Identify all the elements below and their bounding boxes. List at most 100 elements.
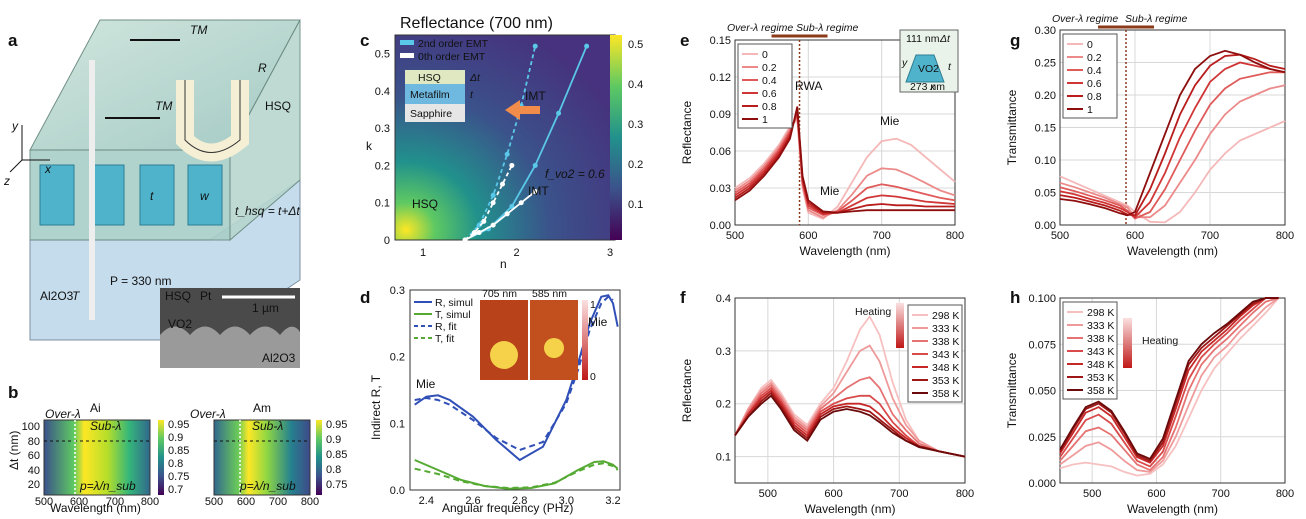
- e-frame: [734, 39, 956, 226]
- h-xtick: 500: [1083, 488, 1101, 500]
- h-heating-label: Heating: [1142, 335, 1178, 347]
- c-series-point: [462, 237, 468, 243]
- b-cbar2-tick: 0.8: [326, 464, 341, 476]
- f-xlabel: Wavelength (nm): [805, 502, 896, 516]
- h-xtick: 800: [1276, 488, 1294, 500]
- c-series-point: [490, 200, 496, 206]
- panel-label-c: c: [360, 31, 369, 50]
- g-xtick: 800: [1276, 230, 1294, 242]
- b-xticks: 500 600 700 800 500 600 700 800: [35, 496, 319, 508]
- b-xtick: 500: [35, 496, 53, 508]
- c-series-point: [509, 203, 515, 209]
- c-stack-metafilm-label: Metafilm: [410, 89, 450, 101]
- c-imt-arrow: [505, 100, 540, 120]
- c-yticks: 0 0.1 0.2 0.3 0.4 0.5: [375, 49, 390, 247]
- d-ytick: 0.3: [390, 285, 405, 297]
- g-legend-label: 0.8: [1087, 91, 1102, 103]
- h-ytick: 0.000: [1028, 478, 1056, 490]
- g-legend-label: 0.4: [1087, 65, 1102, 77]
- cbar-ai: [158, 420, 164, 495]
- c-ytick: 0.1: [375, 198, 390, 210]
- h-series-1: [1059, 297, 1280, 473]
- c-cbar-tick: 0.2: [628, 159, 643, 171]
- c-series-0: [464, 45, 537, 241]
- tm-label-top: TM: [190, 23, 207, 37]
- c-series-point: [504, 151, 510, 157]
- h-series-5: [1059, 297, 1279, 462]
- b-cbar1-tick: 0.85: [168, 445, 189, 457]
- e-inset-bottom: 273 nm: [910, 81, 945, 93]
- f-series-2: [734, 376, 966, 458]
- e-ytick: 0.06: [710, 146, 731, 158]
- e-series-5: [734, 106, 955, 214]
- f-legend-label: 348 K: [932, 362, 959, 374]
- e-legend-label: 0: [762, 49, 768, 61]
- g-series-1: [1059, 84, 1286, 219]
- c-series-point: [509, 162, 515, 168]
- panel-g: g 500 600 700 800 0.00 0.05 0.10 0.15 0.20 0.25 0.…: [1005, 13, 1294, 258]
- axis-z-arrow: [9, 159, 23, 173]
- d-xticks: 2.4 2.6 2.8 3.0 3.2: [419, 495, 621, 507]
- c-ylabel: k: [366, 139, 373, 153]
- b-cbar2-tick: 0.9: [326, 434, 341, 446]
- formula-am: p=λ/n_sub: [239, 479, 296, 493]
- b-cbar1-ticks: 0.950.90.850.80.750.7: [168, 419, 189, 496]
- b-ytick: 60: [28, 450, 40, 462]
- g-ytick: 0.10: [1035, 155, 1056, 167]
- panel-label-b: b: [8, 383, 18, 402]
- c-series-point: [532, 162, 538, 168]
- c-ytick: 0.4: [375, 86, 390, 98]
- d-xtick: 3.2: [605, 495, 620, 507]
- b-xtick: 700: [269, 496, 287, 508]
- d-field-cbar: [582, 300, 588, 380]
- d-hotspot-585: [544, 338, 564, 358]
- c-cbar-tick: 0.5: [628, 39, 643, 51]
- h-ytick: 0.050: [1028, 386, 1056, 398]
- d-mie-right: Mie: [588, 315, 608, 329]
- c-xtick: 3: [607, 247, 613, 259]
- b-ytick: 20: [28, 479, 40, 491]
- d-ytick: 0.1: [390, 418, 405, 430]
- h-ylabel: Transmittance: [1005, 352, 1019, 428]
- c-cbar-tick: 0.4: [628, 79, 643, 91]
- c-series: [462, 43, 590, 243]
- e-inset-vo2: VO2: [918, 63, 939, 75]
- d-cbar-bottom: 0: [590, 371, 596, 383]
- h-series-4: [1059, 297, 1279, 464]
- g-ytick: 0.30: [1035, 25, 1056, 37]
- g-legend-label: 1: [1087, 104, 1093, 116]
- panel-label-a: a: [8, 31, 18, 50]
- b-ytick: 80: [28, 436, 40, 448]
- b-xtick: 600: [70, 496, 88, 508]
- g-series-5: [1059, 49, 1286, 217]
- b-xtick: 600: [237, 496, 255, 508]
- panel-label-e: e: [680, 31, 689, 50]
- f-ytick: 0.2: [716, 399, 731, 411]
- c-legend-0th: 0th order EMT: [418, 51, 486, 63]
- g-xtick: 600: [1126, 230, 1144, 242]
- b-ytick: 100: [22, 421, 40, 433]
- h-series-3: [1059, 297, 1279, 468]
- f-legend-label: 343 K: [932, 349, 959, 361]
- e-over-regime: Over-λ regime: [727, 22, 793, 34]
- panel-a: a y x z TM TM R T P = 330 nm t_hsq = t+Δ…: [3, 19, 301, 368]
- g-frame: [1059, 29, 1286, 226]
- c-series-point: [476, 222, 482, 228]
- c-series-point: [476, 230, 482, 236]
- tm-label-left: TM: [155, 99, 172, 113]
- h-ytick: 0.100: [1028, 293, 1056, 305]
- b-cbar1-tick: 0.7: [168, 484, 183, 496]
- c-imt-lower: IMT: [528, 184, 549, 198]
- period-label: P = 330 nm: [110, 274, 172, 288]
- d-ytick: 0.2: [390, 352, 405, 364]
- axis-x-label: x: [44, 162, 52, 176]
- b-xtick: 700: [106, 496, 124, 508]
- e-legend-label: 1: [762, 114, 768, 126]
- panel-c: c Reflectance (700 nm) 0.5 0.4 0.3 0.2 0.1 1…: [360, 15, 643, 271]
- c-ytick: 0.2: [375, 160, 390, 172]
- e-inset-y: y: [901, 57, 908, 69]
- g-series-0: [1059, 120, 1286, 224]
- e-xtick: 800: [946, 230, 964, 242]
- panel-b: b Ai Over-λ Sub-λ p=λ/n_sub Δt (nm) Wave…: [7, 383, 347, 515]
- c-heatmap: [395, 35, 615, 240]
